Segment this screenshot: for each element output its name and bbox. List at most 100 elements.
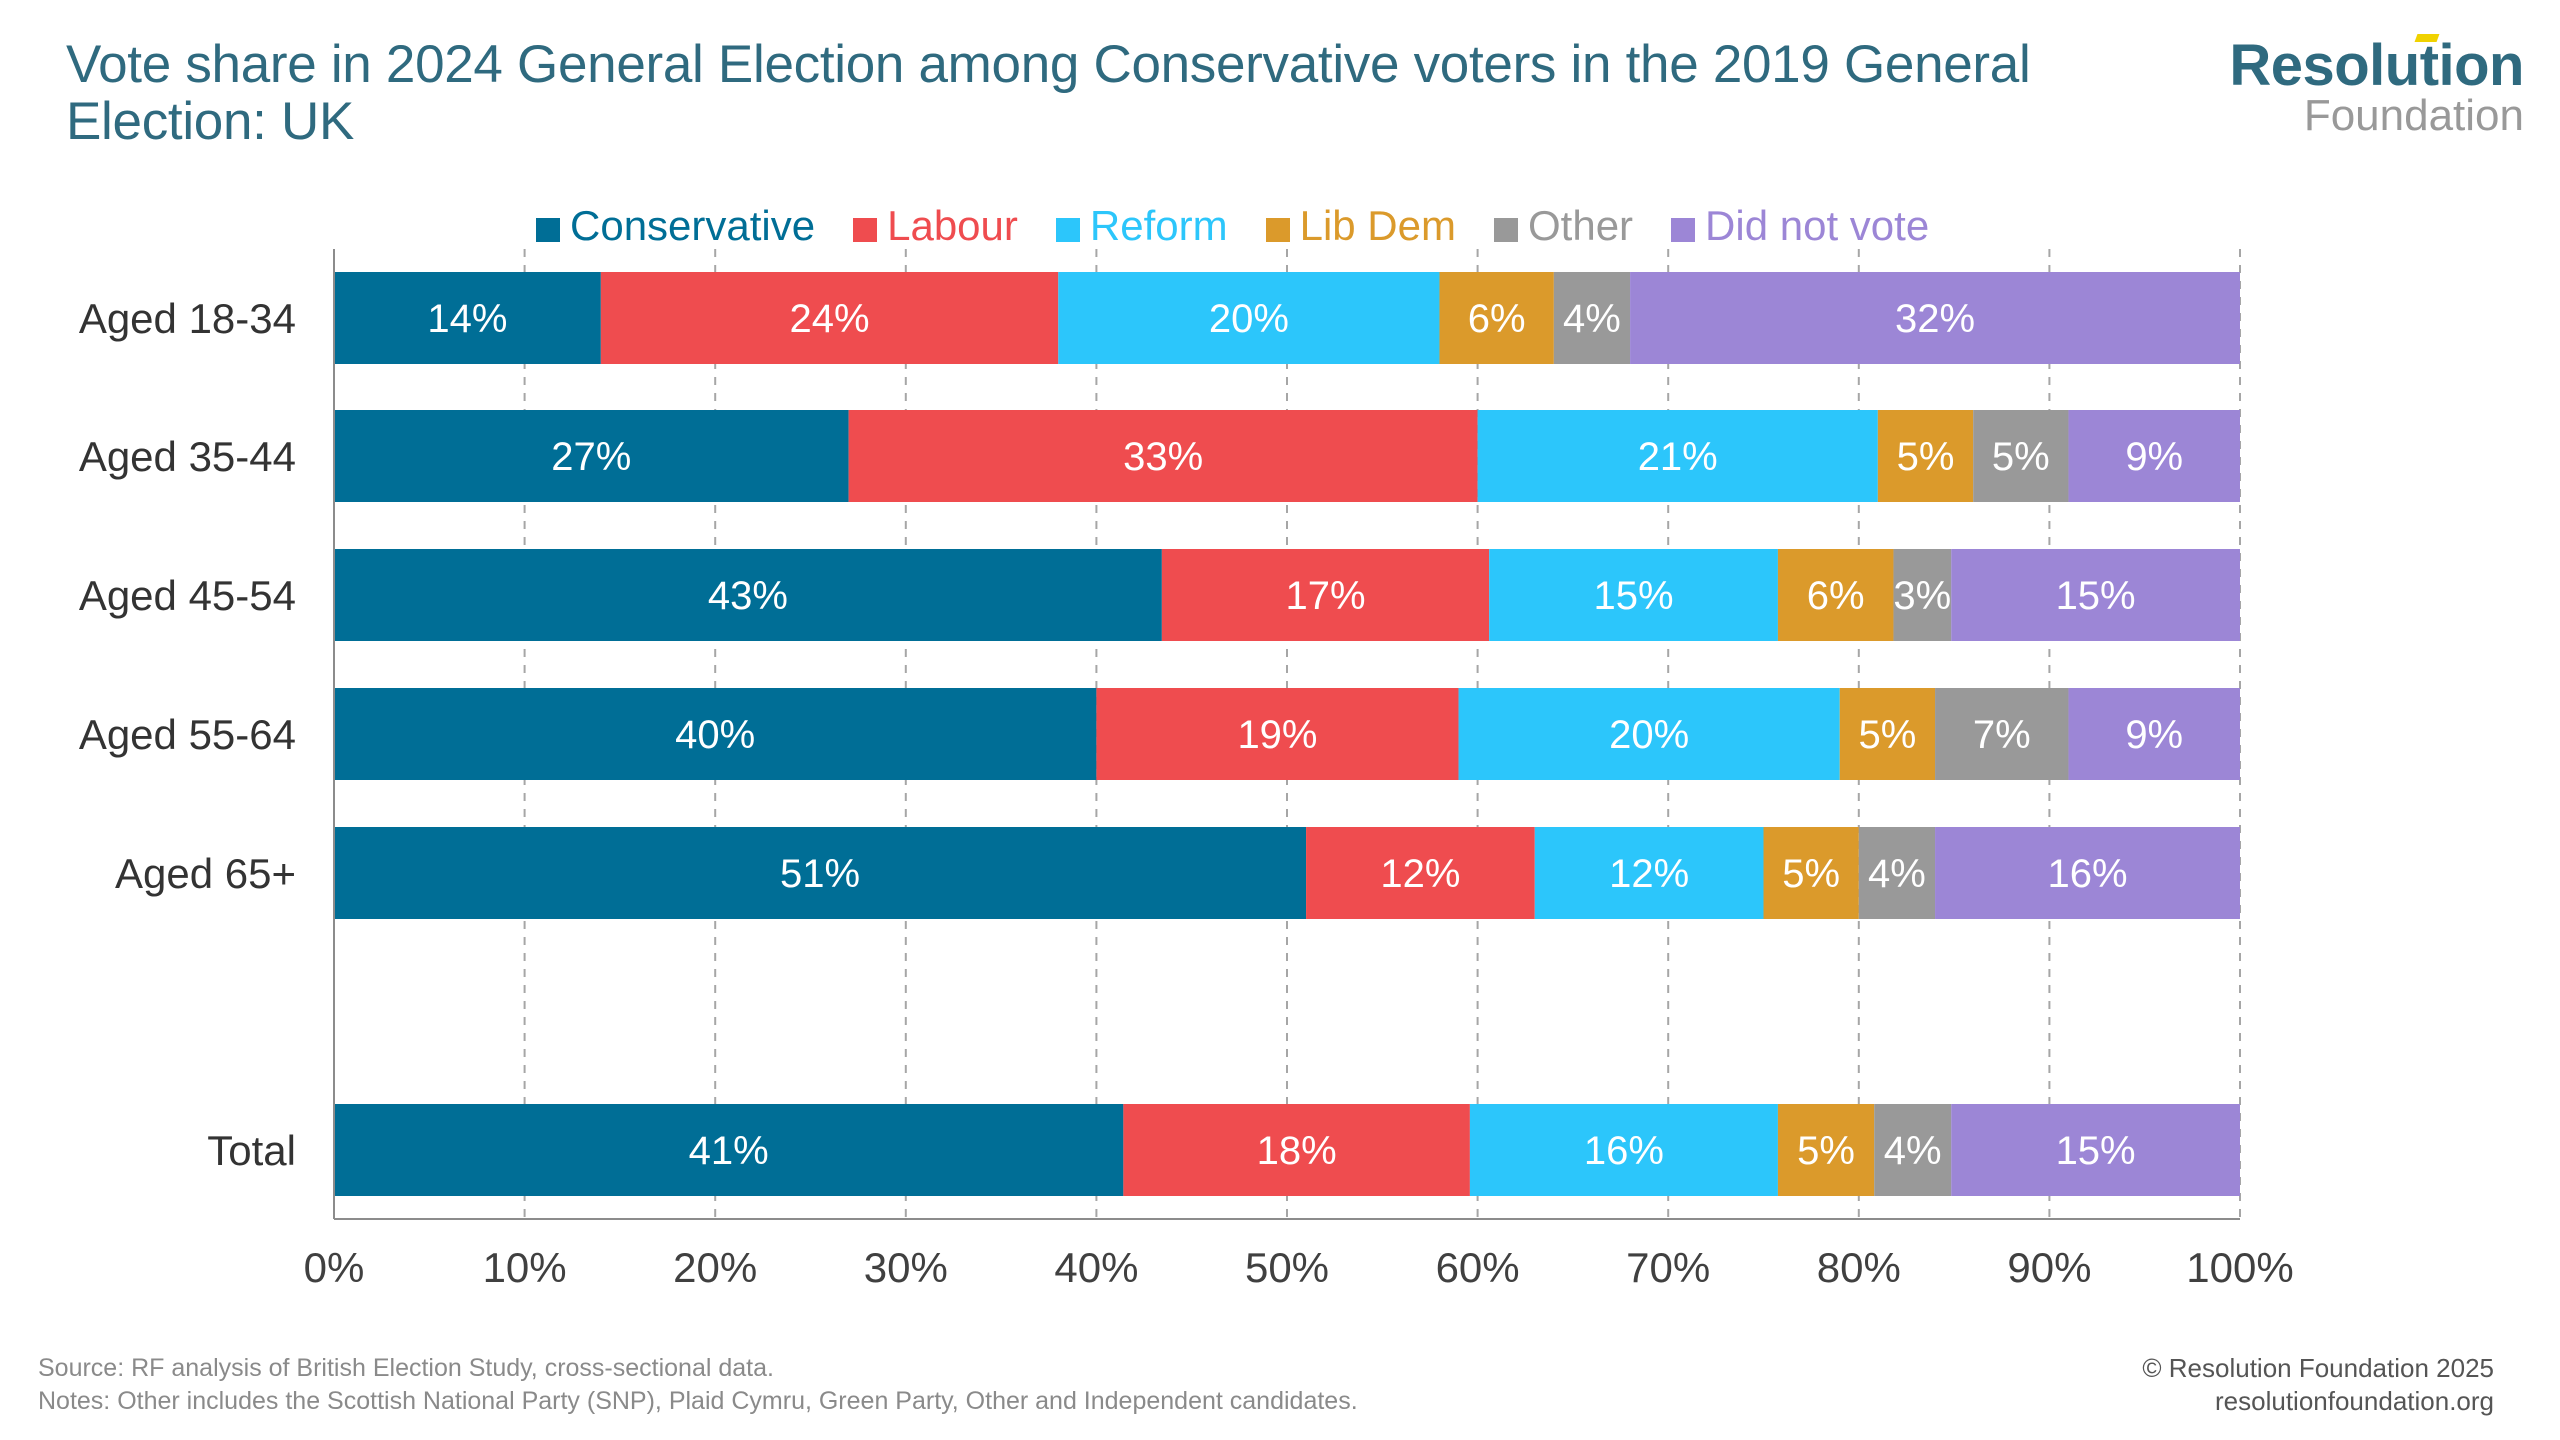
bar-value-label: 33%	[1123, 435, 1203, 479]
legend-swatch	[1494, 218, 1518, 242]
bar-segment-conservative	[334, 688, 1097, 780]
bar-value-label: 40%	[675, 713, 755, 757]
resolution-foundation-logo: Resolution Foundation	[2229, 34, 2524, 140]
bar-value-label: 6%	[1807, 574, 1865, 618]
bar-segment-conservative	[334, 272, 601, 364]
legend-item-did-not-vote: Did not vote	[1671, 204, 1929, 248]
legend-swatch	[1671, 218, 1696, 242]
bar-value-label: 4%	[1868, 852, 1926, 896]
legend-item-labour: Labour	[853, 204, 1018, 248]
bar-segment-labour	[1161, 549, 1490, 641]
bar-value-label: 14%	[427, 297, 507, 341]
legend-label: Labour	[887, 202, 1018, 249]
bar-segment-labour	[1123, 1104, 1470, 1196]
bar-value-label: 41%	[689, 1129, 769, 1173]
bar-segment-reform	[1534, 827, 1764, 919]
x-tick-label: 90%	[2007, 1244, 2091, 1291]
bar-segment-lib-dem	[1439, 272, 1554, 364]
notes-text: Notes: Other includes the Scottish Natio…	[38, 1387, 1358, 1415]
bar-segment-reform	[1469, 1104, 1778, 1196]
chart-legend: Conservative Labour Reform Lib Dem Other Did …	[536, 198, 1967, 248]
bar-segment-conservative	[334, 827, 1307, 919]
website-link[interactable]: resolutionfoundation.org	[2215, 1386, 2494, 1416]
bar-segment-lib-dem	[1877, 410, 1974, 502]
bar-value-label: 5%	[1782, 852, 1840, 896]
x-tick-label: 40%	[1054, 1244, 1138, 1291]
category-label: Aged 55-64	[79, 711, 296, 758]
logo-wordmark-top: Resolution	[2229, 34, 2524, 95]
bar-segment-reform	[1058, 272, 1440, 364]
legend-swatch	[1055, 218, 1080, 242]
bar-value-label: 16%	[1584, 1129, 1664, 1173]
bar-segment-labour	[1096, 688, 1459, 780]
bar-value-label: 7%	[1973, 713, 2031, 757]
bar-segment-did-not-vote	[2068, 410, 2240, 502]
bar-value-label: 24%	[790, 297, 870, 341]
bar-value-label: 43%	[708, 574, 788, 618]
category-label: Aged 18-34	[79, 295, 296, 342]
bar-segment-other	[1973, 410, 2069, 502]
bar-value-label: 3%	[1893, 574, 1951, 618]
bar-segment-reform	[1458, 688, 1840, 780]
legend-item-lib-dem: Lib Dem	[1265, 204, 1456, 248]
bar-value-label: 12%	[1380, 852, 1460, 896]
bar-value-label: 16%	[2047, 852, 2127, 896]
category-label: Total	[207, 1127, 296, 1174]
footer-source-notes: Source: RF analysis of British Election …	[38, 1352, 1358, 1418]
x-tick-label: 60%	[1436, 1244, 1520, 1291]
bar-value-label: 19%	[1237, 713, 1317, 757]
x-tick-label: 10%	[483, 1244, 567, 1291]
x-tick-label: 30%	[864, 1244, 948, 1291]
copyright-text: © Resolution Foundation 2025	[2142, 1353, 2494, 1383]
bar-segment-did-not-vote	[1630, 272, 2240, 364]
category-label: Aged 35-44	[79, 433, 296, 480]
bar-segment-lib-dem	[1777, 549, 1894, 641]
bar-segment-lib-dem	[1763, 827, 1859, 919]
bar-value-label: 5%	[1797, 1129, 1855, 1173]
bar-value-label: 21%	[1638, 435, 1718, 479]
bar-segment-reform	[1477, 410, 1878, 502]
bar-segment-did-not-vote	[1935, 827, 2240, 919]
bar-segment-lib-dem	[1777, 1104, 1875, 1196]
bar-segment-labour	[600, 272, 1059, 364]
bar-value-label: 5%	[1992, 435, 2050, 479]
bar-value-label: 5%	[1858, 713, 1916, 757]
bar-value-label: 27%	[551, 435, 631, 479]
bar-value-label: 5%	[1897, 435, 1955, 479]
bar-value-label: 4%	[1563, 297, 1621, 341]
bar-segment-did-not-vote	[1951, 549, 2240, 641]
bar-segment-other	[1935, 688, 2069, 780]
bar-segment-labour	[848, 410, 1478, 502]
bar-segment-conservative	[334, 410, 849, 502]
category-label: Aged 45-54	[79, 572, 296, 619]
x-tick-label: 80%	[1817, 1244, 1901, 1291]
source-text: Source: RF analysis of British Election …	[38, 1354, 774, 1382]
footer-credit: © Resolution Foundation 2025 resolutionf…	[2142, 1352, 2494, 1418]
bar-value-label: 15%	[1594, 574, 1674, 618]
legend-swatch	[536, 218, 560, 242]
legend-swatch	[1265, 218, 1290, 242]
legend-label: Did not vote	[1705, 202, 1930, 249]
x-tick-label: 0%	[304, 1244, 365, 1291]
logo-text-resolution: Resolution	[2229, 33, 2524, 98]
bar-value-label: 12%	[1609, 852, 1689, 896]
x-tick-label: 20%	[673, 1244, 757, 1291]
bar-value-label: 15%	[2056, 574, 2136, 618]
legend-item-other: Other	[1494, 204, 1633, 248]
bar-value-label: 20%	[1209, 297, 1289, 341]
bar-value-label: 18%	[1257, 1129, 1337, 1173]
bar-segment-did-not-vote	[1951, 1104, 2240, 1196]
bar-segment-other	[1893, 549, 1952, 641]
legend-swatch	[853, 218, 878, 242]
legend-item-reform: Reform	[1055, 204, 1228, 248]
bar-segment-reform	[1489, 549, 1778, 641]
bar-value-label: 51%	[780, 852, 860, 896]
legend-label: Conservative	[570, 202, 816, 249]
logo-text-foundation: Foundation	[2303, 91, 2524, 140]
bar-segment-other	[1858, 827, 1936, 919]
bar-segment-other	[1874, 1104, 1952, 1196]
legend-item-conservative: Conservative	[536, 204, 815, 248]
x-tick-label: 70%	[1626, 1244, 1710, 1291]
bar-value-label: 32%	[1895, 297, 1975, 341]
